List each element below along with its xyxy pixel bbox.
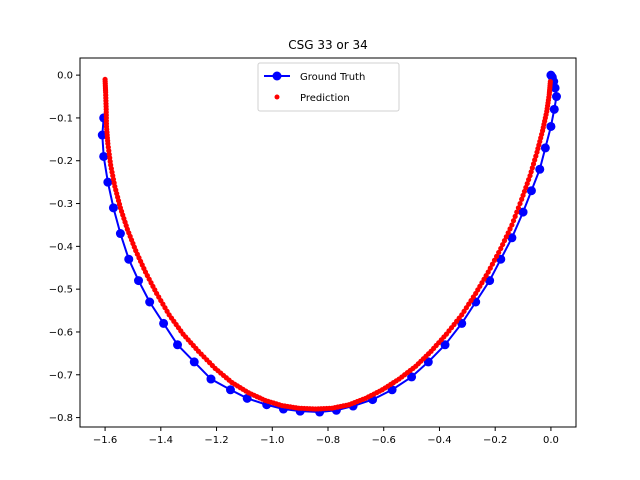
prediction-point	[521, 188, 528, 195]
ground-truth-point	[546, 121, 556, 131]
ground-truth-point	[99, 151, 109, 161]
prediction-point	[533, 153, 539, 159]
prediction-point	[528, 169, 534, 175]
y-tick-label: −0.6	[49, 327, 73, 338]
ground-truth-point	[407, 372, 417, 382]
x-tick-label: −1.4	[149, 435, 173, 446]
ground-truth-point	[159, 318, 169, 328]
prediction-point	[520, 192, 526, 198]
x-tick-label: −1.6	[93, 435, 117, 446]
prediction-point	[507, 226, 513, 232]
ground-truth-point	[535, 164, 545, 174]
y-tick-label: −0.7	[49, 370, 73, 381]
prediction-point	[505, 230, 511, 236]
ground-truth-point	[103, 177, 113, 187]
x-tick-label: −1.2	[204, 435, 228, 446]
ground-truth-point	[124, 254, 134, 264]
ground-truth-point	[189, 357, 199, 367]
y-tick-label: −0.5	[49, 285, 73, 296]
ground-truth-point	[507, 233, 517, 243]
ground-truth-point	[134, 276, 144, 286]
legend: Ground Truth Prediction	[257, 62, 400, 112]
legend-ground-truth-label: Ground Truth	[300, 72, 365, 83]
ground-truth-point	[551, 92, 561, 102]
prediction-point	[491, 257, 498, 263]
ground-truth-point	[457, 318, 467, 328]
prediction-point	[510, 218, 517, 224]
prediction-point	[487, 265, 493, 271]
prediction-point	[514, 209, 520, 215]
prediction-point	[498, 245, 504, 252]
ground-truth-point	[173, 340, 183, 350]
ground-truth-point	[242, 393, 252, 403]
plot-area	[97, 70, 561, 417]
ground-truth-point	[145, 297, 155, 307]
ground-truth-point	[540, 143, 550, 153]
chart-title: CSG 33 or 34	[288, 38, 368, 52]
ground-truth-point	[206, 374, 216, 384]
legend-prediction-label: Prediction	[300, 93, 350, 104]
x-tick-label: −0.2	[483, 435, 507, 446]
ground-truth-point	[518, 207, 528, 217]
y-tick-label: −0.8	[49, 413, 73, 424]
y-tick-label: −0.2	[49, 156, 73, 167]
ground-truth-point	[546, 70, 556, 80]
prediction-point	[485, 269, 491, 275]
prediction-point	[501, 238, 508, 244]
prediction-point	[519, 196, 525, 202]
prediction-point	[524, 180, 530, 187]
y-tick-label: −0.1	[49, 113, 73, 124]
ground-truth-point	[115, 229, 125, 239]
prediction-point	[496, 249, 502, 256]
prediction-point	[523, 184, 529, 191]
prediction-point	[529, 165, 535, 171]
x-tick-label: −0.6	[372, 435, 396, 446]
ground-truth-point	[225, 385, 235, 395]
x-tick-label: −0.8	[316, 435, 340, 446]
prediction-point	[532, 157, 538, 163]
prediction-point	[530, 161, 537, 167]
legend-prediction-marker	[274, 94, 280, 100]
y-tick-label: −0.4	[49, 242, 73, 253]
x-tick-label: −0.4	[427, 435, 451, 446]
y-tick-label: 0.0	[57, 71, 73, 82]
axes: −1.6 −1.4 −1.2 −1.0 −0.8 −0.6 −0.4 −0.2 0.0 0.0 −0…	[49, 57, 577, 446]
legend-frame	[257, 62, 400, 112]
prediction-point	[547, 78, 553, 85]
prediction-point	[509, 222, 515, 228]
y-tick-label: −0.3	[49, 199, 73, 210]
prediction-point	[489, 261, 496, 267]
ground-truth-point	[526, 186, 536, 196]
prediction-point	[517, 200, 523, 207]
legend-ground-truth-marker	[272, 71, 282, 81]
prediction-point	[503, 234, 509, 240]
ground-truth-point	[440, 340, 450, 350]
ground-truth-point	[549, 104, 559, 114]
prediction-point	[500, 241, 506, 248]
prediction-point	[527, 173, 533, 179]
x-tick-label: 0.0	[543, 435, 559, 446]
prediction-point	[526, 177, 532, 183]
x-tick-label: −1.0	[260, 435, 284, 446]
ground-truth-point	[485, 276, 495, 286]
ground-truth-point	[423, 357, 433, 367]
prediction-point	[515, 205, 522, 211]
prediction-point	[493, 253, 500, 259]
ground-truth-point	[108, 203, 118, 213]
prediction-point	[512, 213, 518, 219]
